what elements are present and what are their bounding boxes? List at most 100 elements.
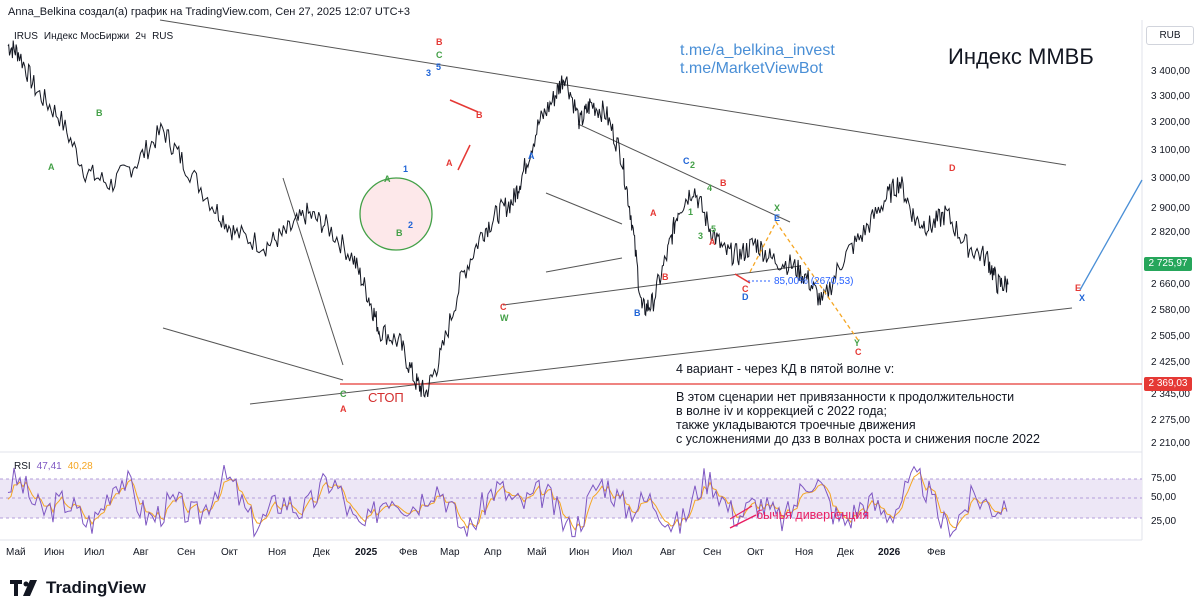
wave-label: B (96, 108, 103, 118)
note-line: с усложнениями до дзз в волнах роста и с… (676, 432, 1040, 446)
highlight-circle (359, 177, 433, 251)
wave-label: 3 (426, 68, 432, 78)
fib-label: 85,00% (2670,53) (774, 276, 854, 287)
note-line: В этом сценарии нет привязанности к прод… (676, 390, 1015, 404)
wave-label: Y (854, 338, 861, 348)
red-segment-1 (449, 99, 479, 113)
wave-label: A (650, 208, 657, 218)
scenario-note: 4 вариант - через КД в пятой волне v: В … (676, 362, 1040, 446)
x-tick: Сен (177, 547, 196, 558)
wave-label: B (476, 110, 483, 120)
wave-label: C (742, 284, 749, 294)
ticker: IRUS (14, 31, 38, 42)
tradingview-logo[interactable]: TradingView (10, 578, 146, 598)
rsi-value: 47,41 (36, 461, 62, 472)
wave-label: W (500, 313, 509, 323)
rsi-line (7, 464, 1008, 538)
rsi-ma-value: 40,28 (67, 461, 93, 472)
wave-label: A (340, 404, 347, 414)
wave-label: A (528, 151, 535, 161)
x-tick: Авг (660, 547, 676, 558)
wave-label: E (774, 213, 781, 223)
wave-label: A (446, 158, 453, 168)
y-tick: 3 100,00 (1151, 145, 1190, 156)
x-tick: Мар (440, 547, 460, 558)
wave-label: E (1075, 283, 1082, 293)
wave-label: 1 (403, 164, 409, 174)
y-tick: 2 275,00 (1151, 415, 1190, 426)
wave-label: D (949, 163, 956, 173)
rsi-title: RSI (14, 461, 31, 472)
stop-label: СТОП (368, 390, 404, 405)
x-tick: Май (527, 547, 547, 558)
y-tick: 3 200,00 (1151, 117, 1190, 128)
wave-label: 2 (690, 160, 696, 170)
wave-label: A (384, 174, 391, 184)
note-line: также укладываются троечные движения (676, 418, 916, 432)
trendline-drop (282, 177, 344, 366)
wave-label: 1 (688, 207, 694, 217)
wave-label: B (396, 228, 403, 238)
logo-text: TradingView (46, 578, 146, 597)
x-tick: Май (6, 547, 26, 558)
x-tick: Дек (837, 547, 854, 558)
wave-label: 3 (698, 231, 704, 241)
y-tick: 3 000,00 (1151, 173, 1190, 184)
y-tick: 2 345,00 (1151, 389, 1190, 400)
trendline-triangle-top (577, 123, 791, 223)
telegram-link-2[interactable]: t.me/MarketViewBot (680, 60, 823, 77)
y-tick: 2 900,00 (1151, 203, 1190, 214)
trendline-triangle-bottom (502, 265, 801, 306)
trendline-2024-low (162, 327, 344, 381)
wave-label: 2 (408, 220, 414, 230)
y-tick: 2 425,00 (1151, 357, 1190, 368)
wave-label: B (662, 272, 669, 282)
stop-price-tag: 2 369,03 (1144, 377, 1192, 391)
interval: 2ч (135, 31, 147, 42)
symbol-name: Индекс МосБиржи (43, 31, 130, 42)
wave-label: B (436, 37, 443, 47)
wave-label: C (683, 156, 690, 166)
symbol-info[interactable]: IRUS Индекс МосБиржи 2ч RUS (14, 31, 173, 42)
x-tick: Сен (703, 547, 722, 558)
note-line: в волне iv и коррекцией с 2022 года; (676, 404, 887, 418)
x-tick: Ноя (268, 547, 287, 558)
y-tick: 2 505,00 (1151, 331, 1190, 342)
x-tick: Окт (221, 547, 238, 558)
trendline-inner-top (545, 192, 623, 225)
rsi-tick: 50,00 (1151, 492, 1177, 503)
y-tick: 2 820,00 (1151, 227, 1190, 238)
rsi-tick: 75,00 (1151, 473, 1177, 484)
y-tick: 3 400,00 (1151, 66, 1190, 77)
exchange: RUS (152, 31, 174, 42)
wave-label: C (340, 389, 347, 399)
rsi-legend[interactable]: RSI 47,41 40,28 (14, 461, 93, 472)
chart-header: Anna_Belkina создал(а) график на Trading… (8, 6, 411, 18)
x-tick: Фев (399, 547, 418, 558)
wave-label: A (48, 162, 55, 172)
x-tick: Ноя (795, 547, 814, 558)
divergence-line-2 (729, 505, 753, 520)
telegram-link-1[interactable]: t.me/a_belkina_invest (680, 42, 835, 59)
x-tick: Авг (133, 547, 149, 558)
red-segment-3 (734, 273, 751, 284)
rsi-tick: 25,00 (1151, 516, 1177, 527)
red-segment-2 (457, 144, 471, 171)
wave-label: B (720, 178, 727, 188)
wave-label: 4 (707, 183, 713, 193)
wave-label: X (774, 203, 781, 213)
x-tick: Июн (44, 547, 65, 558)
wave-label: D (742, 292, 749, 302)
currency-button[interactable]: RUB (1146, 26, 1194, 45)
tradingview-logo-icon (10, 580, 37, 596)
y-tick: 2 660,00 (1151, 279, 1190, 290)
trendline-upper-channel (159, 19, 1067, 166)
y-tick: 2 580,00 (1151, 305, 1190, 316)
x-tick: Июл (612, 547, 633, 558)
x-tick: Окт (747, 547, 764, 558)
y-tick: 3 300,00 (1151, 91, 1190, 102)
wave-label: 5 (436, 62, 442, 72)
y-tick: 2 210,00 (1151, 438, 1190, 449)
projection-blue (1079, 179, 1143, 291)
